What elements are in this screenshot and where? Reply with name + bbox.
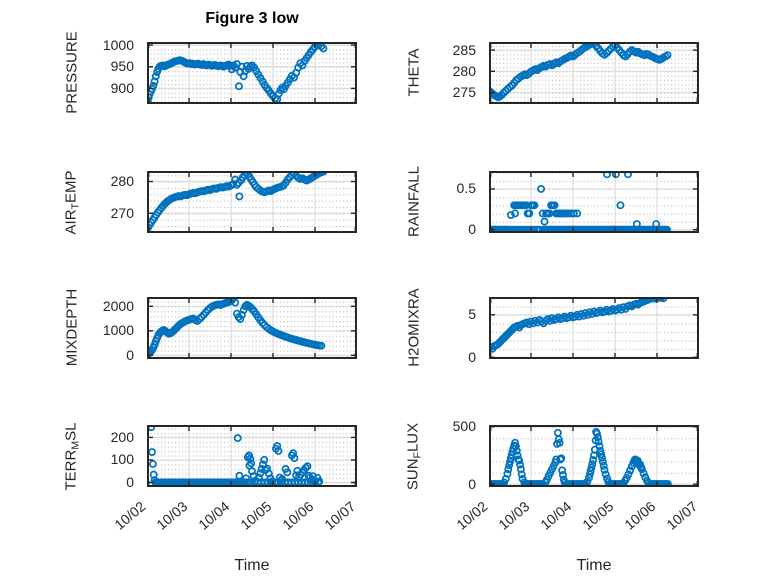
scatter-points: [147, 297, 326, 359]
y-tick-label: 285: [452, 41, 476, 58]
axes-frame: [147, 171, 357, 233]
scatter-points: [489, 42, 672, 102]
tick-marks: [490, 173, 699, 231]
y-tick-label: 1000: [102, 322, 134, 339]
y-tick-label: 1000: [102, 36, 134, 53]
axes-frame: [489, 42, 699, 104]
subplot-mixdepth: [147, 297, 357, 359]
axes-frame: [489, 297, 699, 359]
y-axis-label-terrmsl: TERRMSL: [62, 422, 82, 491]
tick-marks: [490, 299, 699, 359]
tick-marks: [148, 44, 357, 102]
y-tick-label: 200: [110, 428, 134, 445]
axes-frame: [147, 425, 357, 487]
y-tick-label: 0: [126, 346, 134, 363]
y-tick-label: 0: [468, 348, 476, 365]
y-tick-label: 270: [110, 204, 134, 221]
axes-frame: [489, 425, 699, 487]
subplot-pressure: [147, 42, 357, 104]
scatter-points: [147, 42, 328, 104]
subplot-theta: [489, 42, 699, 104]
figure-title: Figure 3 low: [205, 10, 299, 27]
subplot-airtemp: [147, 171, 357, 233]
y-tick-label: 0.5: [456, 180, 476, 197]
y-tick-label: 275: [452, 84, 476, 101]
tick-marks: [148, 427, 357, 485]
subplot-rainfall: [489, 171, 699, 233]
axes-frame: [147, 297, 357, 359]
axes-frame: [489, 171, 699, 233]
tick-marks: [490, 426, 699, 485]
y-tick-label: 2000: [102, 297, 134, 314]
tick-marks: [148, 299, 357, 357]
y-tick-label: 0: [468, 221, 476, 238]
x-axis-label-right: Time: [576, 557, 612, 574]
y-tick-label: 280: [110, 172, 134, 189]
subplot-terrmsl: [147, 425, 357, 487]
y-tick-label: 280: [452, 62, 476, 79]
subplot-sunflux: [489, 425, 699, 487]
y-tick-label: 0: [468, 475, 476, 492]
y-tick-label: 950: [110, 58, 134, 75]
axes-frame: [147, 42, 357, 104]
major-grid: [490, 43, 698, 103]
y-tick-label: 100: [110, 451, 134, 468]
tick-marks: [148, 173, 357, 231]
tick-marks: [490, 44, 699, 102]
y-tick-label: 5: [468, 306, 476, 323]
minor-grid: [148, 43, 356, 103]
x-axis-label-left: Time: [234, 557, 270, 574]
y-tick-label: 500: [452, 418, 476, 435]
major-grid: [148, 172, 356, 232]
major-grid: [490, 298, 698, 358]
y-tick-label: 0: [126, 473, 134, 490]
subplot-h2omixra: [489, 297, 699, 359]
y-axis-label-sunflux: SUNFLUX: [404, 422, 424, 491]
y-tick-label: 900: [110, 79, 134, 96]
